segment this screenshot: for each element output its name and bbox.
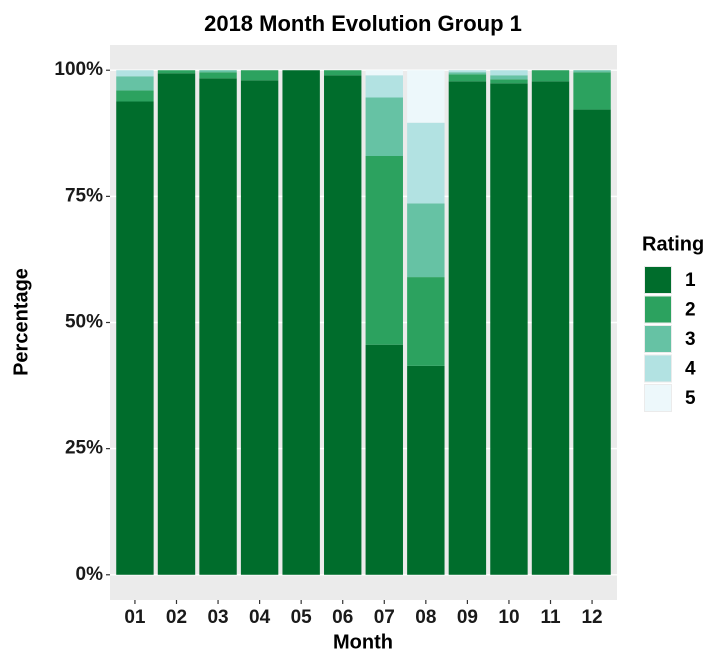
x-axis-label: Month bbox=[333, 631, 393, 653]
bar-segment bbox=[116, 101, 154, 575]
bar-segment bbox=[199, 70, 237, 73]
bar-segment bbox=[365, 97, 403, 156]
x-tick-label: 02 bbox=[166, 607, 187, 628]
x-tick-label: 10 bbox=[498, 607, 519, 628]
bar-segment bbox=[407, 122, 445, 204]
x-tick-label: 07 bbox=[374, 607, 395, 628]
y-tick-label: 50% bbox=[65, 312, 103, 333]
legend-swatch bbox=[645, 355, 671, 382]
x-tick-label: 12 bbox=[581, 607, 602, 628]
legend-label: 3 bbox=[685, 329, 696, 350]
legend-swatch bbox=[645, 326, 671, 352]
x-tick-label: 03 bbox=[207, 607, 228, 628]
bar-segment bbox=[573, 109, 611, 575]
bar-segment bbox=[407, 277, 445, 366]
bar-segment bbox=[531, 70, 570, 82]
y-tick-label: 25% bbox=[65, 438, 103, 459]
legend-label: 2 bbox=[685, 300, 696, 321]
bar-segment bbox=[116, 70, 154, 77]
bar-segment bbox=[116, 90, 154, 102]
legend-label: 4 bbox=[685, 359, 696, 380]
legend-label: 1 bbox=[685, 270, 696, 291]
x-tick-label: 09 bbox=[457, 607, 478, 628]
bar-segment bbox=[324, 75, 362, 575]
bar-segment bbox=[407, 203, 445, 278]
legend-title: Rating bbox=[642, 233, 704, 255]
bar-segment bbox=[199, 78, 237, 575]
bar-segment bbox=[490, 83, 528, 575]
x-tick-label: 05 bbox=[291, 607, 313, 628]
x-tick-label: 04 bbox=[249, 607, 271, 628]
bar-segment bbox=[157, 70, 196, 74]
x-tick-label: 08 bbox=[415, 607, 436, 628]
bar-segment bbox=[573, 72, 611, 110]
bar-segment bbox=[324, 70, 362, 76]
bar-segment bbox=[365, 344, 403, 575]
bar-segment bbox=[407, 365, 445, 575]
y-tick-label: 75% bbox=[65, 185, 103, 206]
bar-segment bbox=[573, 70, 611, 73]
x-tick-label: 01 bbox=[124, 607, 146, 628]
bar-segment bbox=[407, 70, 445, 123]
bar-segment bbox=[157, 73, 196, 575]
bar-segment bbox=[116, 76, 154, 91]
bar-segment bbox=[365, 156, 403, 345]
bar-segment bbox=[448, 72, 487, 75]
y-tick-label: 100% bbox=[54, 59, 103, 80]
legend-swatch bbox=[645, 385, 671, 411]
bar-segment bbox=[240, 80, 279, 575]
bar-segment bbox=[490, 79, 528, 84]
bar-segment bbox=[448, 81, 487, 575]
bar-segment bbox=[365, 70, 403, 76]
legend-swatch bbox=[645, 296, 671, 323]
bar-segment bbox=[240, 70, 279, 81]
bar-segment bbox=[490, 75, 528, 80]
y-axis-label: Percentage bbox=[10, 268, 32, 376]
bar-segment bbox=[199, 72, 237, 79]
bar-segment bbox=[490, 70, 528, 76]
x-tick-label: 11 bbox=[540, 607, 561, 628]
bar-segment bbox=[282, 70, 320, 575]
bar-segment bbox=[365, 75, 403, 98]
legend-swatch bbox=[645, 267, 671, 293]
bar-segment bbox=[448, 70, 487, 73]
bar-segment bbox=[448, 74, 487, 82]
chart-title: 2018 Month Evolution Group 1 bbox=[204, 11, 522, 36]
bar-segment bbox=[531, 81, 570, 575]
legend-label: 5 bbox=[685, 388, 696, 409]
y-tick-label: 0% bbox=[76, 564, 104, 585]
x-tick-label: 06 bbox=[332, 607, 353, 628]
